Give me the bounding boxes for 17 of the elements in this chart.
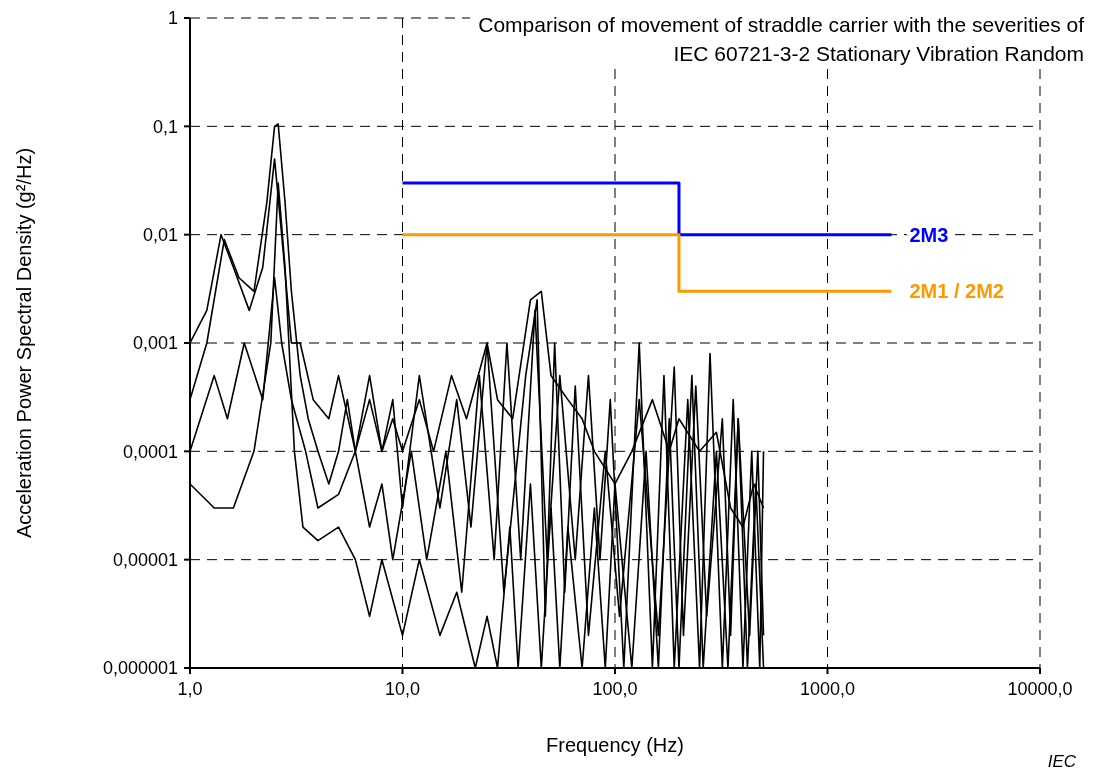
y-tick-label: 0,001: [132, 333, 178, 354]
x-tick-label: 10000,0: [1007, 678, 1073, 699]
x-tick-label: 1000,0: [799, 678, 856, 699]
y-axis-title: Acceleration Power Spectral Density (g²/Hz): [12, 147, 36, 539]
y-tick-label: 0,1: [152, 116, 178, 137]
y-tick-label: 0,000001: [102, 658, 178, 679]
x-tick-label: 10,0: [384, 678, 421, 699]
text: Comparison of movement of straddle carrier with the severities of IEC 60721-3-2 Stationary Vibration Random: [470, 10, 1084, 68]
y-tick-label: 0,01: [142, 225, 178, 246]
series-label: 2M1 / 2M2: [909, 280, 1004, 303]
text: IEC: [1047, 752, 1076, 772]
y-tick-label: 0,00001: [112, 550, 178, 571]
x-tick-label: 100,0: [592, 678, 638, 699]
y-tick-label: 1: [167, 8, 178, 29]
x-axis-title: Frequency (Hz): [545, 734, 685, 757]
y-tick-label: 0,0001: [122, 441, 178, 462]
x-tick-label: 1,0: [177, 678, 203, 699]
